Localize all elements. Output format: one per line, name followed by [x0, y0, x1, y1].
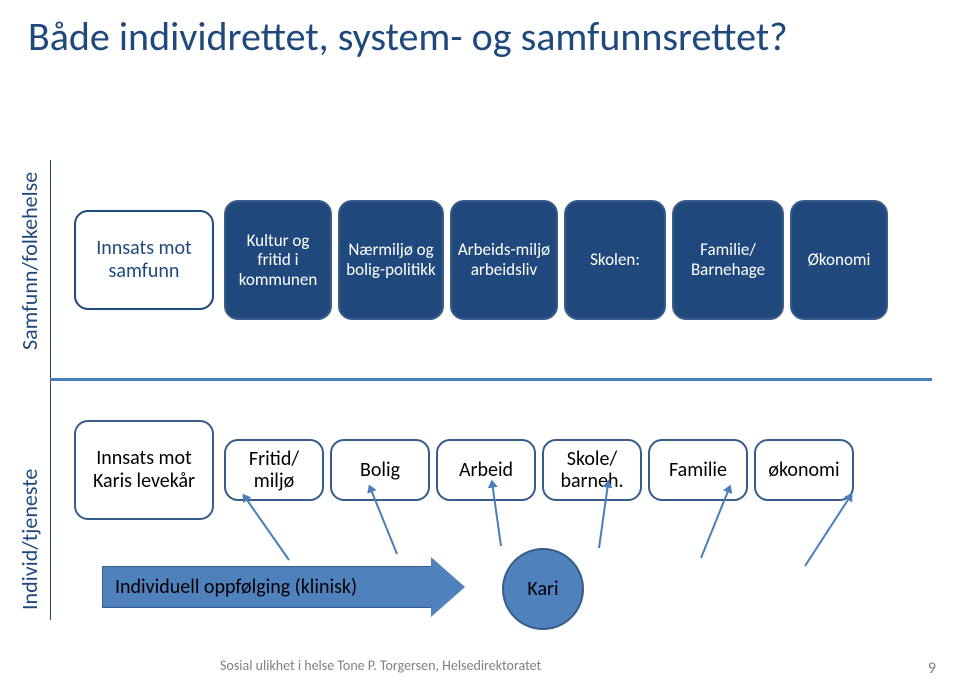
top-box-naermiljo: Nærmiljø og bolig-politikk	[338, 200, 444, 320]
horizontal-divider	[50, 378, 932, 381]
top-box-kultur: Kultur og fritid i kommunen	[224, 200, 332, 320]
top-row-boxes: Kultur og fritid i kommunen Nærmiljø og …	[224, 200, 888, 320]
axis-label-bottom: Individ/tjeneste	[16, 469, 43, 610]
top-row-left-pill: Innsats mot samfunn	[74, 210, 214, 310]
page-title: Både individrettet, system- og samfunnsr…	[28, 14, 932, 60]
page-number: 9	[928, 659, 936, 678]
kari-circle: Kari	[502, 548, 584, 630]
arrow-head-icon	[431, 557, 465, 617]
top-box-skolen: Skolen:	[564, 200, 666, 320]
mid-row: Innsats mot Karis levekår Fritid/ miljø …	[74, 420, 854, 520]
top-box-arbeidsmiljo: Arbeids-miljø arbeidsliv	[450, 200, 558, 320]
top-box-familie: Familie/ Barnehage	[672, 200, 784, 320]
vertical-axis-line	[50, 160, 51, 620]
footer-text: Sosial ulikhet i helse Tone P. Torgersen…	[220, 657, 541, 674]
mid-box-skole: Skole/ barneh.	[542, 439, 642, 501]
mid-box-fritid: Fritid/ miljø	[224, 439, 324, 501]
top-box-okonomi: Økonomi	[790, 200, 888, 320]
mid-box-arbeid: Arbeid	[436, 439, 536, 501]
mid-box-bolig: Bolig	[330, 439, 430, 501]
mid-box-okonomi: økonomi	[754, 439, 854, 501]
mid-row-boxes: Fritid/ miljø Bolig Arbeid Skole/ barneh…	[224, 439, 854, 501]
axis-label-top: Samfunn/folkehelse	[16, 172, 43, 350]
slide: Både individrettet, system- og samfunnsr…	[0, 0, 960, 692]
follow-up-arrow: Individuell oppfølging (klinisk)	[102, 562, 465, 612]
top-row: Innsats mot samfunn Kultur og fritid i k…	[74, 200, 888, 320]
follow-up-label: Individuell oppfølging (klinisk)	[102, 566, 432, 608]
mid-row-left-pill: Innsats mot Karis levekår	[74, 420, 214, 520]
